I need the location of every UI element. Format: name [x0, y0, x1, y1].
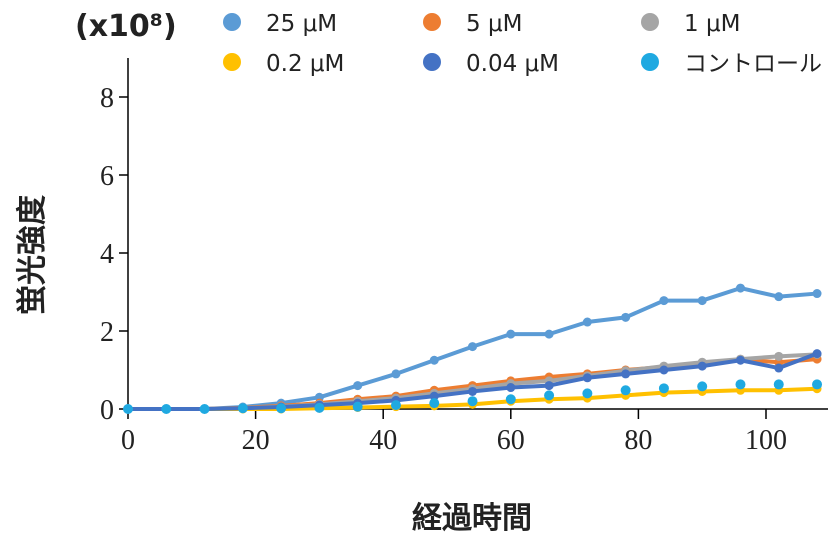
data-point — [697, 296, 707, 306]
data-point — [620, 385, 631, 396]
data-point — [505, 394, 516, 405]
data-point — [544, 329, 554, 339]
data-point — [812, 379, 823, 390]
data-point — [735, 379, 746, 390]
legend: 25 μM 5 μM 1 μM 0.2 μM 0.04 μM コントロール — [223, 11, 822, 77]
data-point — [774, 363, 784, 373]
data-point — [659, 365, 669, 375]
x-tick-label: 60 — [497, 425, 525, 456]
data-point — [468, 386, 478, 396]
data-point — [658, 383, 669, 394]
x-tick-label: 100 — [745, 425, 787, 456]
data-point — [735, 355, 745, 365]
data-point — [276, 403, 287, 414]
y-tick-label: 8 — [100, 83, 114, 114]
data-point — [582, 317, 592, 327]
legend-label: 25 μM — [266, 11, 337, 37]
legend-label: コントロール — [684, 51, 822, 77]
data-point — [390, 400, 401, 411]
data-point — [582, 373, 592, 383]
y-tick-label: 2 — [100, 317, 114, 348]
y-multiplier-label: (x10⁸) — [75, 9, 177, 44]
data-point — [544, 381, 554, 391]
legend-label: 1 μM — [684, 11, 740, 37]
data-point — [544, 390, 555, 401]
legend-label: 0.2 μM — [266, 51, 344, 77]
data-point — [352, 401, 363, 412]
legend-label: 0.04 μM — [466, 51, 559, 77]
y-tick-label: 0 — [100, 395, 114, 426]
x-tick-label: 80 — [624, 425, 652, 456]
x-tick-label: 0 — [121, 425, 135, 456]
legend-marker — [641, 13, 659, 31]
y-tick-label: 4 — [100, 239, 114, 270]
data-point — [621, 312, 631, 322]
data-point — [621, 369, 631, 379]
data-point — [812, 349, 822, 359]
data-point — [697, 381, 708, 392]
data-point — [812, 289, 822, 299]
data-point — [199, 404, 210, 414]
data-point — [391, 369, 401, 379]
data-point — [774, 292, 784, 302]
data-point — [774, 351, 784, 361]
data-point — [735, 283, 745, 293]
data-point — [773, 379, 784, 390]
x-axis-label: 経過時間 — [412, 501, 532, 536]
data-point — [506, 329, 516, 339]
data-point — [429, 355, 439, 365]
data-point — [582, 388, 593, 399]
data-point — [506, 383, 516, 393]
data-point — [123, 404, 133, 414]
data-point — [468, 342, 478, 352]
y-axis-label: 蛍光強度 — [15, 195, 50, 315]
data-point — [467, 396, 478, 407]
legend-marker — [423, 13, 441, 31]
data-point — [237, 403, 248, 414]
data-point — [353, 381, 363, 391]
x-tick-label: 40 — [369, 425, 397, 456]
legend-marker — [223, 13, 241, 31]
data-point — [429, 398, 440, 409]
legend-label: 5 μM — [466, 11, 522, 37]
y-tick-label: 6 — [100, 161, 114, 192]
legend-marker — [223, 53, 241, 71]
x-tick-label: 20 — [242, 425, 270, 456]
data-point — [697, 361, 707, 371]
data-point — [429, 391, 439, 401]
legend-marker — [423, 53, 441, 71]
data-point — [314, 402, 325, 413]
data-point — [659, 296, 669, 306]
legend-marker — [641, 53, 659, 71]
data-point — [161, 404, 172, 414]
